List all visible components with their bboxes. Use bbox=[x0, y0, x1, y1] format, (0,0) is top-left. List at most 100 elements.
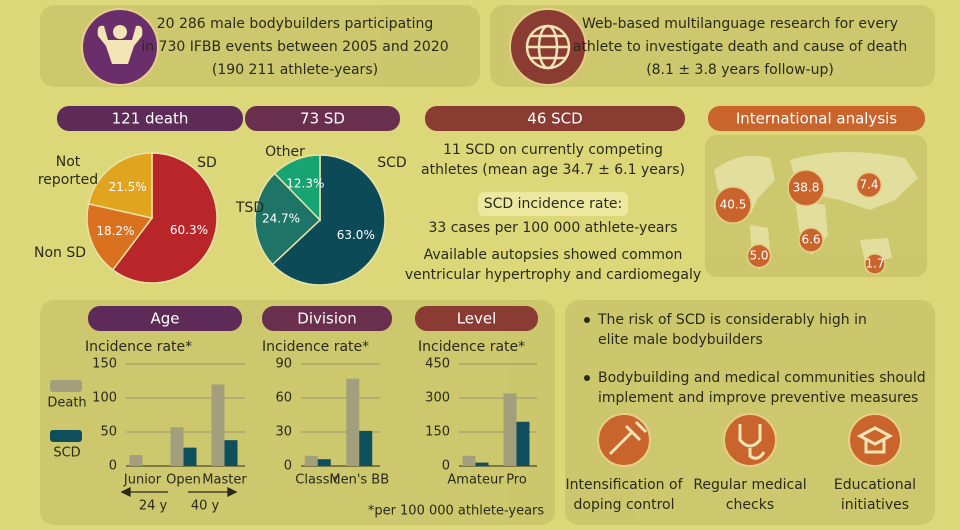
y-tick-label: 300 bbox=[425, 391, 450, 406]
y-tick-label: 0 bbox=[442, 459, 450, 474]
x-tick-label: Men's BB bbox=[329, 473, 389, 488]
panel-title: International analysis bbox=[736, 110, 897, 128]
x-tick-label: Amateur bbox=[447, 473, 504, 488]
pill bbox=[57, 106, 243, 131]
action-text: checks bbox=[726, 497, 774, 513]
header-text: (8.1 ± 3.8 years follow-up) bbox=[646, 62, 834, 78]
scd-text: ventricular hypertrophy and cardiomegaly bbox=[405, 267, 701, 283]
value-label: 5.0 bbox=[749, 249, 768, 263]
header-text: (190 211 athlete-years) bbox=[212, 62, 378, 78]
bar bbox=[462, 455, 476, 466]
pie-slice bbox=[87, 152, 153, 219]
action-text: Educational bbox=[834, 477, 916, 493]
bubble bbox=[746, 243, 772, 269]
bullet-text: elite male bodybuilders bbox=[598, 332, 763, 348]
legend-swatch bbox=[50, 380, 82, 392]
value-label: 38.8 bbox=[793, 181, 820, 195]
y-tick-label: 0 bbox=[284, 459, 292, 474]
value-label: 60.3% bbox=[170, 223, 208, 237]
pill bbox=[415, 306, 538, 331]
pill bbox=[262, 306, 392, 331]
category-label: Non SD bbox=[33, 245, 87, 261]
y-tick-label: 30 bbox=[275, 425, 292, 440]
header-text: in 730 IFBB events between 2005 and 2020 bbox=[141, 39, 448, 55]
annotation: 24 y bbox=[139, 499, 168, 514]
value-label: 18.2% bbox=[96, 224, 134, 238]
pie-slice bbox=[273, 154, 321, 222]
globe-icon bbox=[509, 8, 587, 86]
action-text: Regular medical bbox=[693, 477, 806, 493]
scd-text: SCD incidence rate: bbox=[484, 196, 623, 212]
y-tick-label: 450 bbox=[425, 357, 450, 372]
bubble bbox=[798, 227, 824, 253]
bar bbox=[346, 378, 360, 466]
bar bbox=[183, 447, 197, 466]
value-label: 24.7% bbox=[262, 212, 300, 226]
category-label: SD bbox=[197, 155, 217, 171]
pie-slice bbox=[271, 154, 386, 286]
panel-title: Age bbox=[150, 310, 179, 328]
category-label: TSD bbox=[235, 200, 265, 216]
bullet-text: implement and improve preventive measure… bbox=[598, 390, 918, 406]
scd-panel: 11 SCD on currently competing athletes (… bbox=[405, 142, 701, 283]
scd-text: athletes (mean age 34.7 ± 6.1 years) bbox=[421, 162, 685, 178]
bullet-text: Bodybuilding and medical communities sho… bbox=[598, 370, 926, 386]
pie-slice bbox=[254, 172, 322, 266]
x-tick-label: Classic bbox=[295, 473, 340, 488]
x-tick-label: Master bbox=[202, 473, 247, 488]
bubble bbox=[787, 169, 825, 207]
x-tick-label: Pro bbox=[506, 473, 527, 488]
pill bbox=[425, 106, 685, 131]
value-label: 6.6 bbox=[801, 233, 820, 247]
x-tick-label: Open bbox=[166, 473, 201, 488]
bar bbox=[224, 440, 238, 466]
bar bbox=[317, 459, 331, 466]
pill bbox=[245, 106, 400, 131]
value-label: 40.5 bbox=[720, 198, 747, 212]
header-text: 20 286 male bodybuilders participating bbox=[157, 16, 434, 32]
scd-text: 11 SCD on currently competing bbox=[443, 142, 663, 158]
y-tick-label: 90 bbox=[275, 357, 292, 372]
action-text: initiatives bbox=[841, 497, 909, 513]
bar bbox=[503, 393, 517, 466]
y-tick-label: 100 bbox=[92, 391, 117, 406]
header: 20 286 male bodybuilders participating i… bbox=[141, 16, 907, 78]
annotation: 40 y bbox=[191, 499, 220, 514]
bar bbox=[170, 427, 184, 466]
panel-title: 46 SCD bbox=[527, 110, 582, 128]
value-label: 21.5% bbox=[109, 180, 147, 194]
pie-slice bbox=[111, 152, 218, 284]
axis-label: Incidence rate* bbox=[418, 339, 525, 355]
footnote: *per 100 000 athlete-years bbox=[368, 504, 545, 519]
bar bbox=[304, 455, 318, 466]
header-text: athlete to investigate death and cause o… bbox=[573, 39, 907, 55]
pie-slice bbox=[86, 202, 154, 271]
axis-label: Incidence rate* bbox=[85, 339, 192, 355]
highlight bbox=[478, 192, 628, 216]
bar bbox=[129, 455, 143, 466]
y-tick-label: 150 bbox=[425, 425, 450, 440]
value-label: 63.0% bbox=[337, 228, 375, 242]
pill bbox=[88, 306, 242, 331]
action-text: Intensification of bbox=[565, 477, 683, 493]
legend-swatch bbox=[50, 430, 82, 442]
axis-label: Incidence rate* bbox=[262, 339, 369, 355]
panel-title: 121 death bbox=[112, 110, 189, 128]
x-tick-label: Junior bbox=[123, 473, 162, 488]
category-label: Other bbox=[265, 144, 305, 160]
legend-label: Death bbox=[47, 396, 86, 411]
action-text: doping control bbox=[574, 497, 675, 513]
pill bbox=[708, 106, 925, 131]
y-tick-label: 60 bbox=[275, 391, 292, 406]
panel-title: 73 SD bbox=[300, 110, 345, 128]
legend-label: SCD bbox=[53, 446, 80, 461]
scd-text: Available autopsies showed common bbox=[424, 247, 683, 263]
bar bbox=[475, 462, 489, 466]
bullet-text: The risk of SCD is considerably high in bbox=[597, 312, 867, 328]
bubble bbox=[864, 253, 886, 275]
y-tick-label: 50 bbox=[100, 425, 117, 440]
category-label: SCD bbox=[377, 155, 407, 171]
panel-title: Level bbox=[457, 310, 497, 328]
